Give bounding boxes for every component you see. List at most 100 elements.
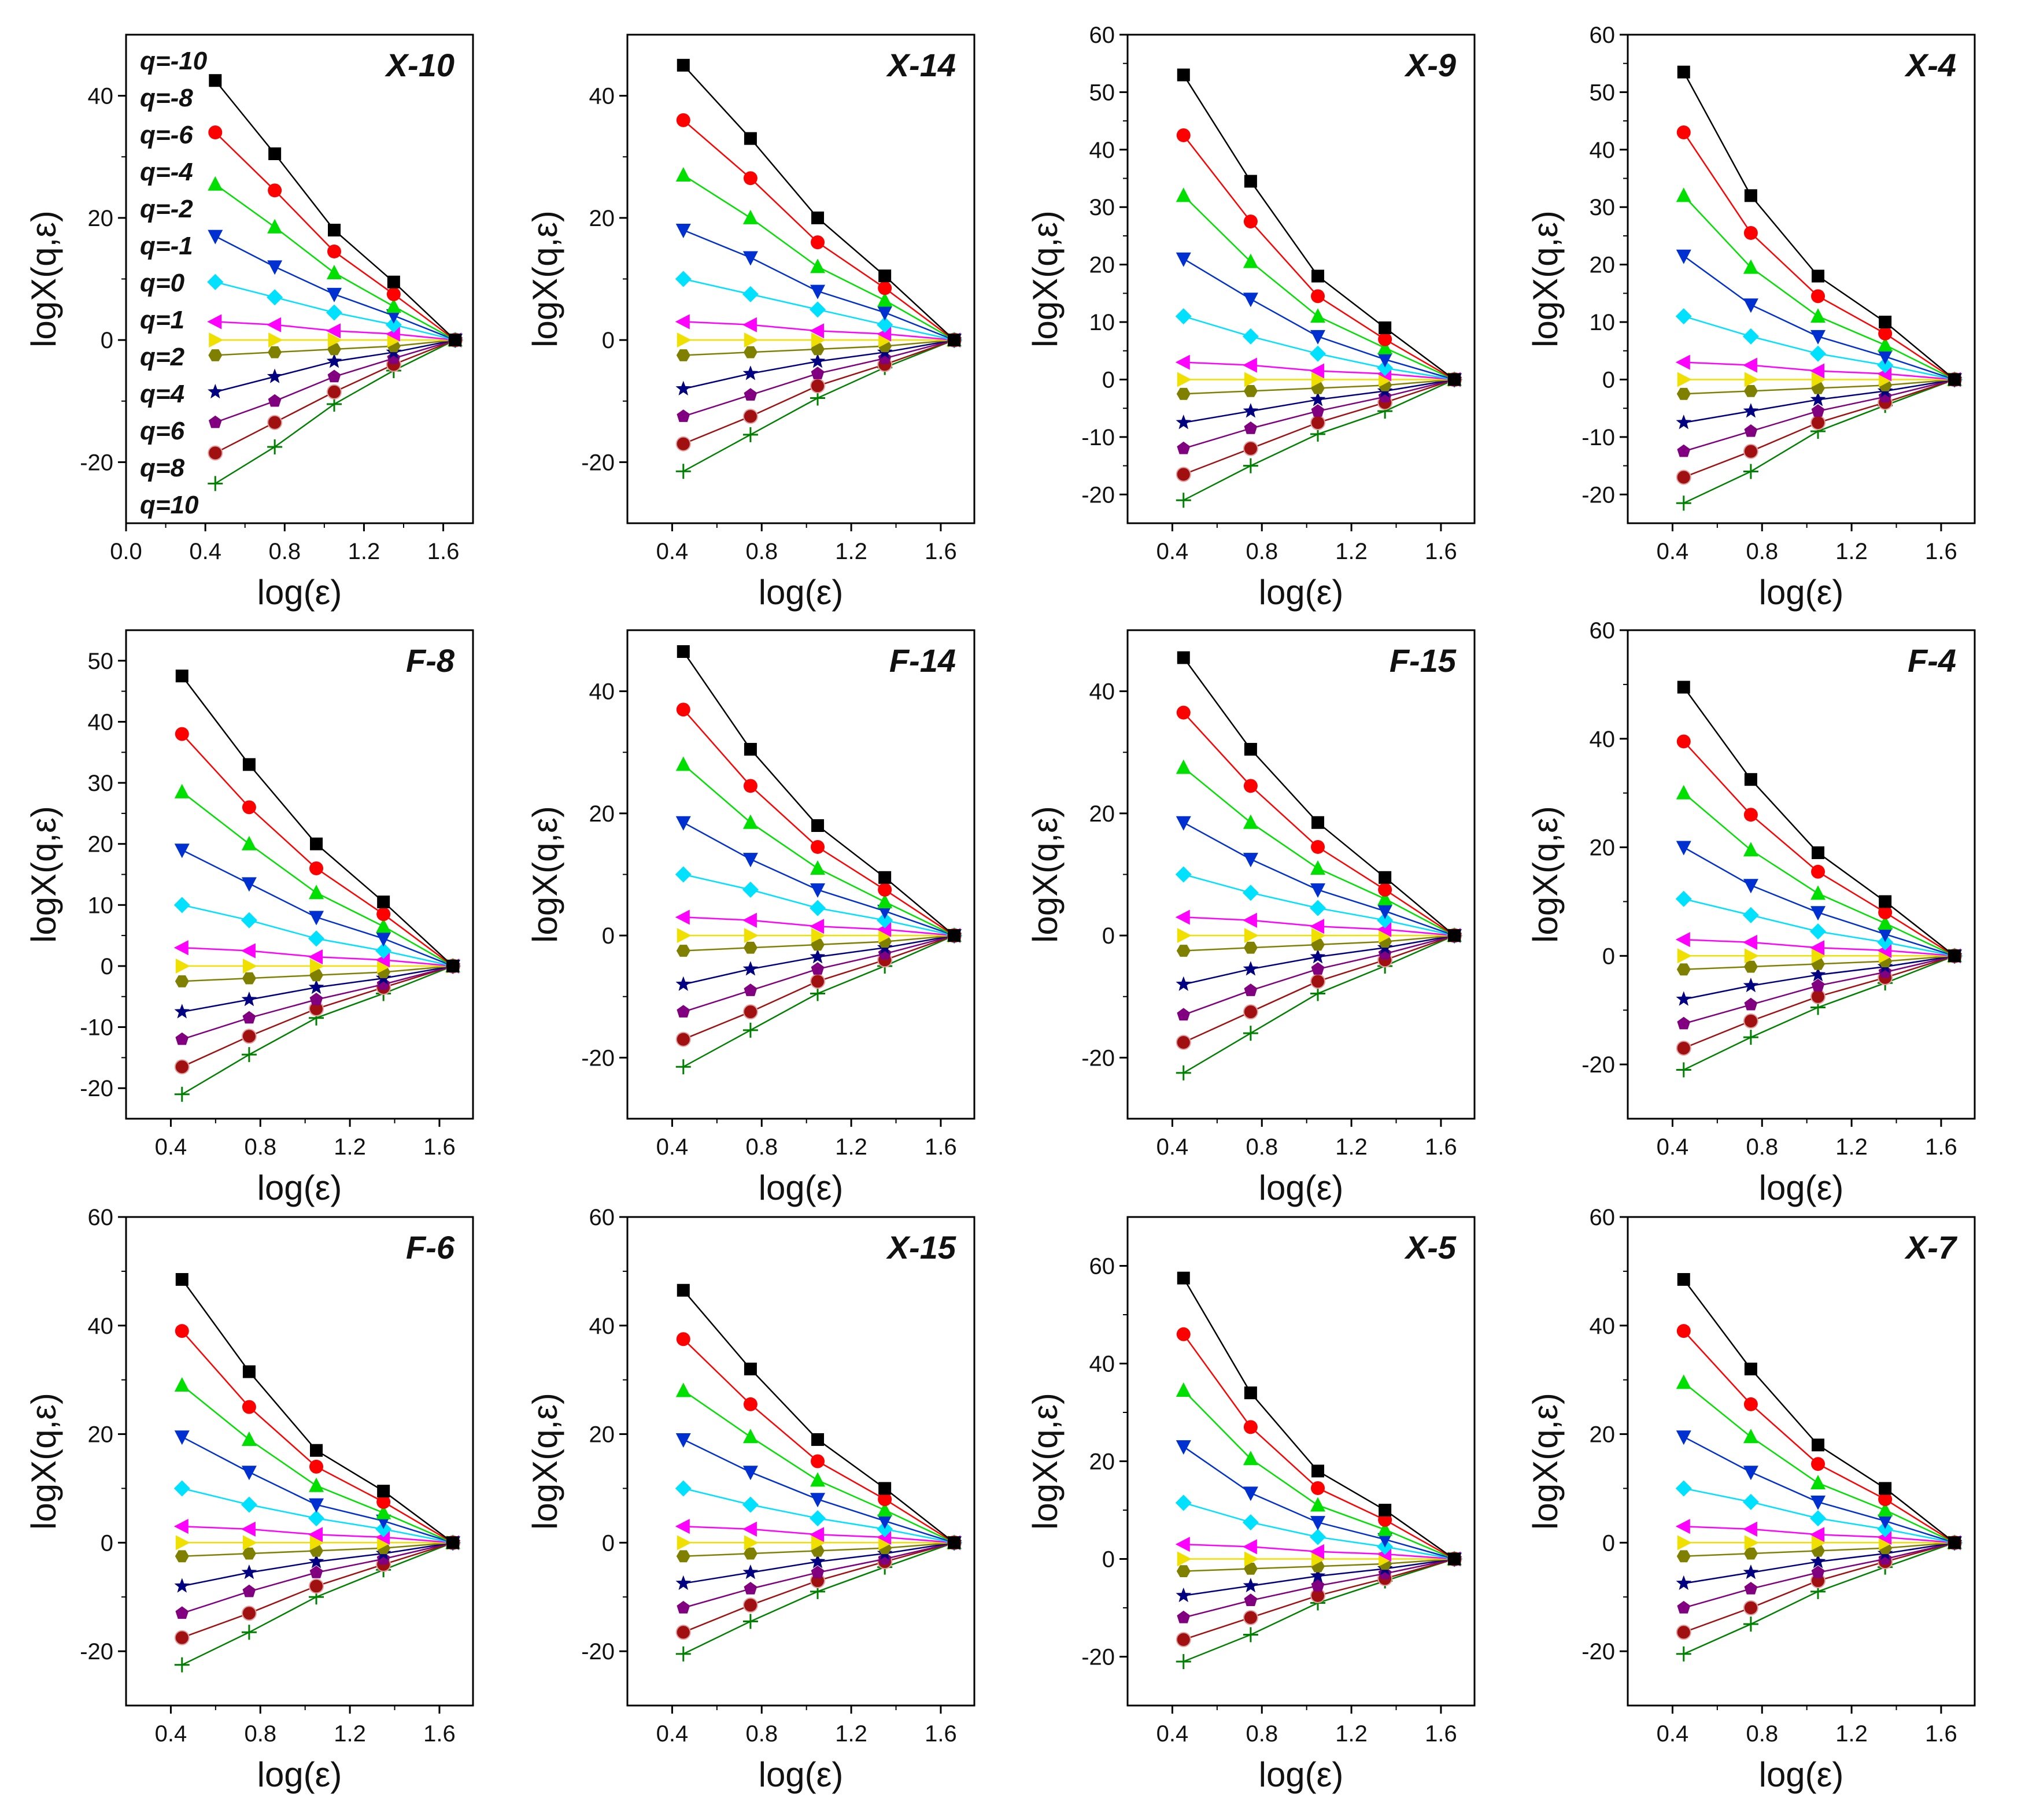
data-point	[1176, 705, 1191, 720]
x-tick-label: 1.6	[1925, 1134, 1957, 1160]
x-tick-label: 0.4	[1657, 1134, 1689, 1160]
series-q=-2	[207, 273, 464, 349]
data-point	[877, 1521, 893, 1537]
data-point	[208, 445, 223, 461]
data-point	[1243, 458, 1258, 474]
x-tick-label: 1.6	[925, 539, 957, 564]
series-q=-10	[677, 645, 961, 942]
y-tick-label: -20	[1581, 482, 1615, 508]
data-point	[1810, 906, 1826, 921]
y-tick-label: 0	[101, 1530, 113, 1556]
data-point	[241, 877, 257, 892]
data-point	[1176, 816, 1191, 831]
y-axis-label: logX(q,ε)	[1026, 806, 1065, 943]
data-point	[268, 147, 282, 160]
series-q=-10	[209, 74, 462, 347]
data-point	[173, 1480, 190, 1497]
x-tick-label: 0.4	[155, 1134, 187, 1160]
data-point	[1879, 316, 1892, 329]
plot-frame	[626, 1216, 975, 1707]
y-tick-label: -20	[1081, 482, 1115, 508]
data-point	[175, 1032, 189, 1045]
data-point	[1878, 915, 1893, 930]
data-point	[1243, 1563, 1258, 1575]
legend-entry: q=10	[140, 491, 199, 519]
data-point	[268, 346, 282, 358]
data-point	[376, 907, 391, 922]
data-point	[1810, 1553, 1826, 1569]
data-point	[1744, 1535, 1759, 1551]
data-point	[1743, 225, 1758, 240]
data-point	[1676, 415, 1692, 430]
x-tick-label: 1.2	[1335, 1134, 1368, 1160]
series-q=-4	[1176, 252, 1462, 388]
data-point	[677, 1283, 690, 1297]
data-point	[744, 928, 759, 944]
legend-entry: q=-1	[140, 232, 193, 260]
data-point	[677, 645, 690, 658]
x-tick-label: 1.2	[835, 539, 867, 564]
data-point	[1310, 949, 1326, 964]
y-tick-label: -10	[1081, 425, 1115, 450]
data-point	[1877, 1521, 1894, 1537]
chart-panel-f-6: 0.4 0.8 1.2 1.6 -20 0 20 40 60 log(ε) logX(q,ε) F-6	[24, 1205, 474, 1794]
data-point	[742, 881, 759, 898]
y-tick-label: 30	[1590, 195, 1616, 220]
x-tick-label: 1.2	[1335, 539, 1368, 564]
data-point	[375, 1521, 392, 1537]
data-point	[1244, 1593, 1258, 1606]
data-point	[175, 1324, 189, 1338]
y-tick-label: 10	[1089, 310, 1115, 335]
data-point	[1244, 742, 1257, 756]
data-point	[811, 343, 825, 356]
data-point	[1176, 1382, 1191, 1397]
data-point	[742, 1614, 758, 1629]
data-point	[1377, 912, 1394, 929]
plot-frame	[1126, 34, 1476, 524]
data-point	[308, 1553, 324, 1569]
data-point	[811, 938, 825, 951]
data-point	[742, 1521, 757, 1537]
data-point	[1677, 680, 1690, 694]
data-point	[742, 1004, 758, 1020]
data-point	[1244, 928, 1259, 944]
data-point	[208, 415, 222, 428]
x-tick-label: 0.4	[1657, 1721, 1689, 1747]
data-point	[241, 1047, 257, 1063]
data-point	[1743, 978, 1759, 993]
data-point	[175, 727, 189, 741]
data-point	[1244, 421, 1258, 434]
data-point	[675, 756, 691, 771]
data-point	[1311, 938, 1325, 951]
legend-entry: q=1	[140, 306, 184, 334]
data-point	[675, 1059, 691, 1075]
y-tick-label: 30	[88, 771, 114, 796]
data-point	[1243, 1004, 1258, 1020]
data-point	[1310, 1529, 1326, 1545]
y-tick-label: 0	[101, 954, 113, 979]
data-point	[811, 928, 826, 944]
data-point	[309, 969, 323, 982]
data-point	[742, 961, 759, 976]
data-point	[742, 912, 757, 928]
data-point	[242, 1547, 256, 1560]
series-q=4	[175, 1536, 460, 1619]
data-point	[1176, 1327, 1191, 1341]
data-point	[742, 1496, 759, 1513]
chart-panel-x-4: 0.4 0.8 1.2 1.6 -20 -10 0 10 20 30 40 50 60 log(ε) log…	[1526, 23, 1976, 612]
data-point	[1310, 883, 1326, 898]
x-axis-label: log(ε)	[759, 1755, 844, 1794]
data-point	[1743, 842, 1758, 857]
legend-entry: q=0	[140, 269, 185, 297]
data-point	[1310, 345, 1326, 362]
series-q=-6	[208, 176, 463, 347]
data-point	[811, 235, 825, 250]
y-tick-label: 60	[589, 1205, 615, 1230]
data-point	[675, 380, 692, 395]
data-point	[241, 1625, 257, 1640]
y-tick-label: 40	[1089, 1352, 1115, 1377]
data-point	[1310, 391, 1326, 406]
series-q=-4	[174, 1430, 461, 1551]
data-point	[310, 1535, 325, 1551]
data-point	[743, 1547, 757, 1560]
